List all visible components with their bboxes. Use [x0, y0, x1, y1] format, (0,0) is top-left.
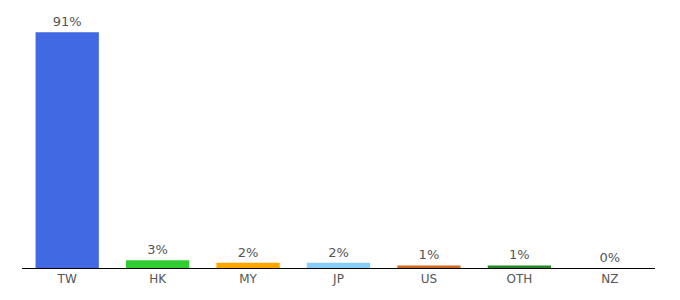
svg-text:3%: 3%	[147, 242, 168, 257]
svg-text:0%: 0%	[599, 250, 620, 265]
svg-text:NZ: NZ	[601, 272, 618, 286]
svg-text:91%: 91%	[53, 14, 82, 29]
svg-text:MY: MY	[239, 272, 257, 286]
svg-text:1%: 1%	[509, 247, 530, 262]
svg-text:2%: 2%	[328, 245, 349, 260]
svg-text:TW: TW	[57, 272, 77, 286]
svg-text:1%: 1%	[419, 247, 440, 262]
svg-text:HK: HK	[149, 272, 167, 286]
svg-text:JP: JP	[332, 272, 344, 286]
svg-text:2%: 2%	[238, 245, 259, 260]
svg-text:US: US	[421, 272, 437, 286]
svg-text:OTH: OTH	[506, 272, 532, 286]
